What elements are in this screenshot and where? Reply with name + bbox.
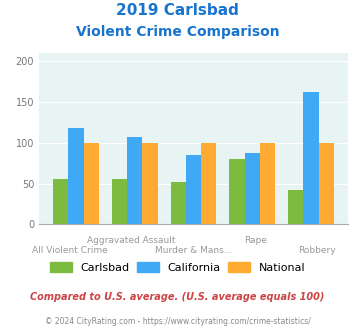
Text: 2019 Carlsbad: 2019 Carlsbad [116, 3, 239, 18]
Text: Robbery: Robbery [298, 246, 336, 255]
Bar [186, 155, 201, 224]
Text: Compared to U.S. average. (U.S. average equals 100): Compared to U.S. average. (U.S. average … [30, 292, 325, 302]
Bar [112, 180, 127, 224]
Bar [318, 143, 334, 224]
Bar [201, 143, 217, 224]
Legend: Carlsbad, California, National: Carlsbad, California, National [45, 258, 310, 278]
Bar [229, 159, 245, 224]
Bar [245, 153, 260, 224]
Bar [170, 182, 186, 224]
Bar [69, 128, 84, 224]
Bar [303, 92, 318, 224]
Bar [142, 143, 158, 224]
Text: © 2024 CityRating.com - https://www.cityrating.com/crime-statistics/: © 2024 CityRating.com - https://www.city… [45, 317, 310, 326]
Bar [288, 190, 303, 224]
Text: Violent Crime Comparison: Violent Crime Comparison [76, 25, 279, 39]
Bar [127, 137, 142, 224]
Bar [260, 143, 275, 224]
Text: Aggravated Assault: Aggravated Assault [87, 236, 176, 245]
Text: Murder & Mans...: Murder & Mans... [155, 246, 232, 255]
Bar [84, 143, 99, 224]
Text: Rape: Rape [244, 236, 267, 245]
Text: All Violent Crime: All Violent Crime [32, 246, 108, 255]
Bar [53, 180, 69, 224]
